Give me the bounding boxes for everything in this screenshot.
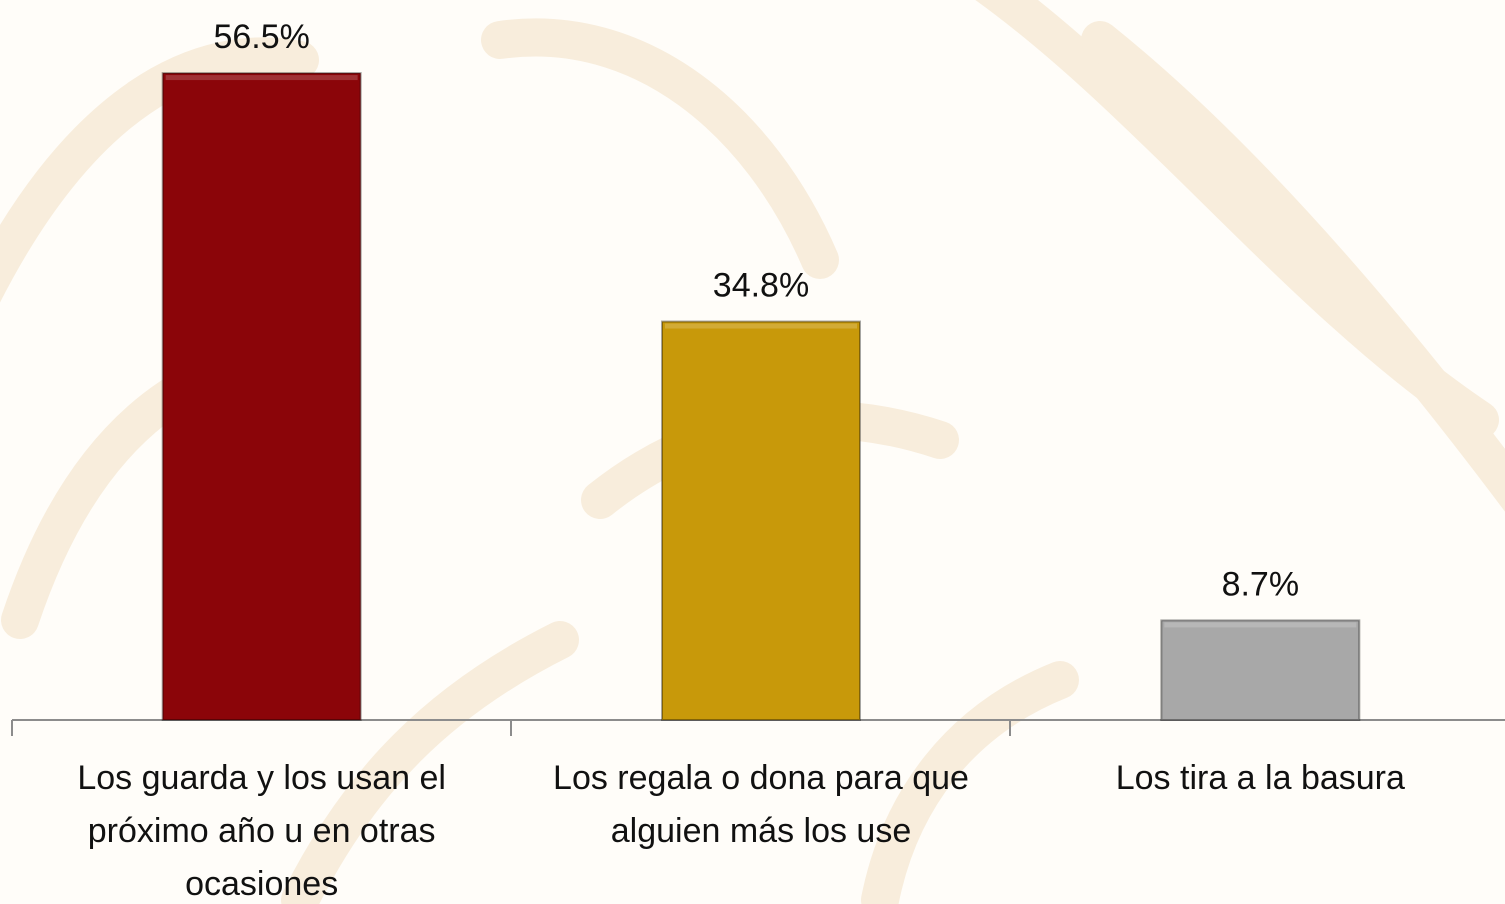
x-tick-label: Los tira a la basura xyxy=(1115,759,1405,797)
bar-highlight xyxy=(1164,622,1357,628)
bar xyxy=(161,72,362,721)
value-label: 34.8% xyxy=(713,267,809,305)
x-tick-label: Los guarda y los usan el próximo año u e… xyxy=(77,759,446,903)
value-label: 56.5% xyxy=(213,18,309,56)
bar xyxy=(1160,619,1361,722)
value-label: 8.7% xyxy=(1222,565,1300,603)
bar xyxy=(661,320,861,721)
bar-highlight xyxy=(665,323,857,329)
x-tick-label: Los regala o dona para que alguien más l… xyxy=(553,759,969,850)
bar-highlight xyxy=(165,75,358,81)
